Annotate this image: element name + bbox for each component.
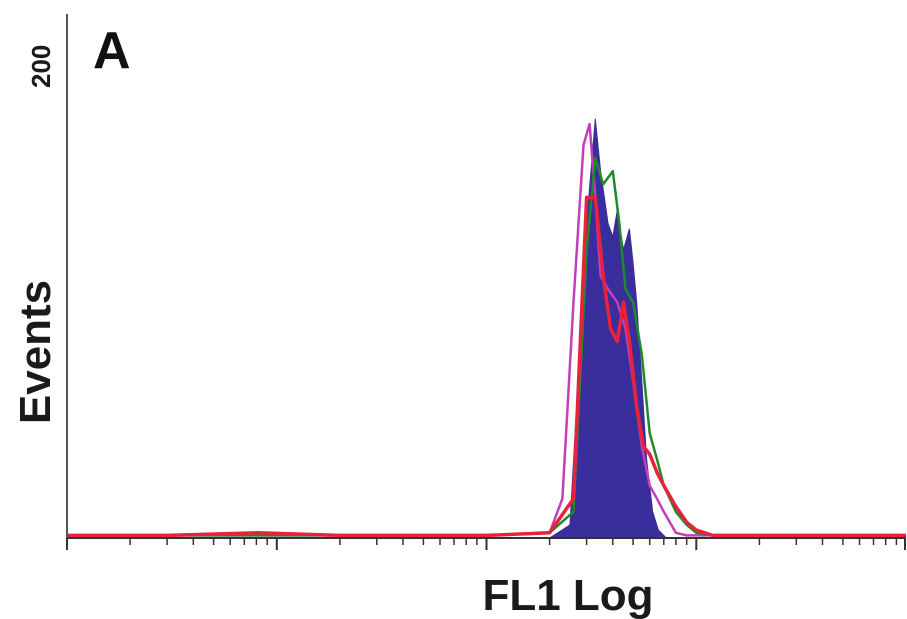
axes-layer [66,14,906,550]
x-axis-title: FL1 Log [482,571,653,619]
y-tick-label-200: 200 [26,45,56,88]
series-2-line [67,156,906,537]
series-1-line [67,122,906,537]
x-axis-ticks [66,538,906,550]
series-layer [67,118,906,539]
panel-label: A [93,22,131,80]
series-3-line [67,195,906,538]
series-0-area [67,118,906,539]
y-axis-title: Events [11,280,60,424]
labels-layer: A 200 Events FL1 Log [11,22,654,619]
